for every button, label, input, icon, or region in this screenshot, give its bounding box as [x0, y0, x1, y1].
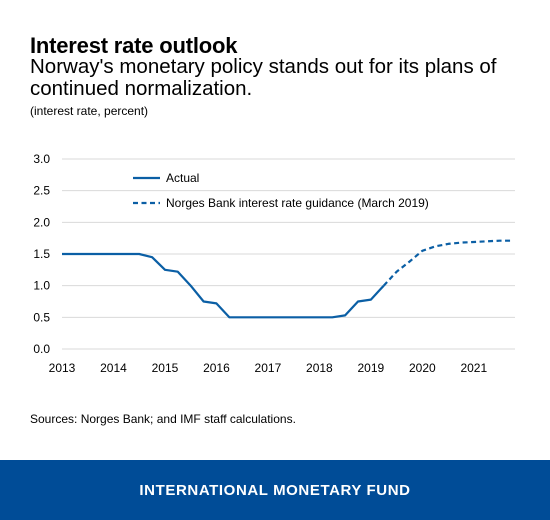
- x-tick-label: 2016: [203, 361, 230, 375]
- x-tick-label: 2019: [358, 361, 385, 375]
- x-tick-label: 2018: [306, 361, 333, 375]
- x-tick-label: 2020: [409, 361, 436, 375]
- source-note: Sources: Norges Bank; and IMF staff calc…: [30, 412, 296, 426]
- line-chart: 0.00.51.01.52.02.53.0 2013 2014 2015 2016 20…: [33, 152, 515, 375]
- x-tick-label: 2015: [152, 361, 179, 375]
- chart-subtitle: Norway's monetary policy stands out for …: [30, 55, 497, 100]
- unit-label: (interest rate, percent): [30, 104, 149, 118]
- x-tick-label: 2013: [49, 361, 76, 375]
- y-axis-ticks: 0.0 0.5 1.0 1.5 2.0 2.5 3.0: [33, 152, 50, 356]
- series-lines: [62, 239, 513, 319]
- y-tick-label: 0.5: [33, 310, 50, 324]
- actual-series-line: [62, 252, 385, 319]
- x-tick-label: 2021: [460, 361, 487, 375]
- imf-footer-bar: INTERNATIONAL MONETARY FUND: [0, 460, 550, 520]
- y-tick-label: 3.0: [33, 152, 50, 166]
- x-axis-ticks: 2013 2014 2015 2016 2017 2018 2019 2020 2021: [49, 361, 488, 375]
- footer-label: INTERNATIONAL MONETARY FUND: [139, 481, 411, 499]
- legend-label: Actual: [166, 171, 199, 185]
- y-tick-label: 1.5: [33, 247, 50, 261]
- y-tick-label: 1.0: [33, 279, 50, 293]
- x-tick-label: 2017: [255, 361, 282, 375]
- y-tick-label: 2.5: [33, 184, 50, 198]
- legend: Actual Norges Bank interest rate guidance…: [133, 171, 429, 210]
- guidance-series-line: [382, 239, 513, 287]
- y-tick-label: 2.0: [33, 215, 50, 229]
- legend-label: Norges Bank interest rate guidance (Marc…: [166, 196, 429, 210]
- x-tick-label: 2014: [100, 361, 127, 375]
- chart-title: Interest rate outlook: [30, 33, 238, 58]
- y-tick-label: 0.0: [33, 342, 50, 356]
